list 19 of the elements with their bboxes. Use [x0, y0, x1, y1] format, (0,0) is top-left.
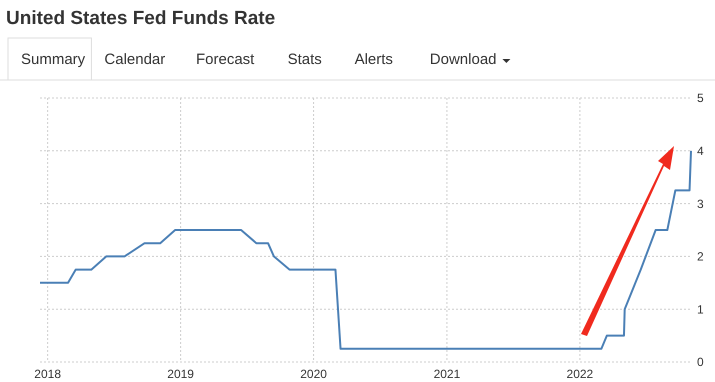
x-tick-label: 2019	[167, 367, 194, 381]
y-tick-label: 2	[697, 250, 704, 264]
x-tick-label: 2021	[434, 367, 461, 381]
x-tick-label: 2020	[300, 367, 328, 381]
x-tick-label: 2018	[34, 367, 62, 381]
line-series	[39, 150, 692, 350]
y-tick-label: 1	[697, 302, 704, 316]
text: Forecast	[196, 51, 256, 68]
text: Stats	[288, 51, 322, 68]
text: Calendar	[104, 51, 166, 68]
y-tick-label: 4	[697, 144, 704, 158]
text: Summary	[21, 51, 86, 68]
y-tick-label: 0	[697, 355, 704, 370]
chart-title: United States Fed Funds Rate	[6, 8, 276, 29]
text: Download	[430, 51, 497, 68]
y-tick-label: 3	[697, 196, 704, 211]
text: Alerts	[354, 51, 393, 68]
y-tick-label: 5	[697, 91, 704, 106]
x-tick-label: 2022	[566, 367, 594, 381]
